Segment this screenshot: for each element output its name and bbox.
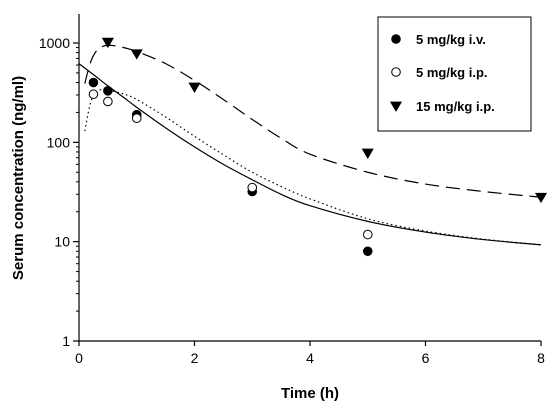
legend-marker-3 — [389, 101, 403, 112]
data-points — [88, 37, 548, 257]
x-tick-label: 0 — [75, 350, 83, 366]
y-minor-ticks — [76, 47, 79, 312]
x-tick-label: 4 — [306, 350, 314, 366]
y-tick-label: 100 — [47, 134, 71, 150]
y-tick-label: 10 — [54, 234, 70, 250]
y-axis-title: Serum concentration (ng/ml) — [10, 76, 27, 280]
y-ticks: 1 10 100 1000 — [39, 35, 79, 349]
x-ticks: 0 2 4 6 8 — [75, 341, 545, 366]
x-tick-label: 8 — [537, 350, 545, 366]
y-tick-label: 1000 — [39, 35, 70, 51]
data-point-series-1 — [362, 246, 373, 257]
data-point-series-2 — [88, 89, 99, 100]
data-point-series-2 — [362, 229, 373, 240]
legend-label-1: 5 mg/kg i.v. — [416, 32, 486, 47]
data-point-series-2 — [131, 113, 142, 123]
data-point-series-3 — [101, 37, 114, 49]
data-point-series-3 — [534, 192, 548, 204]
data-point-series-2 — [247, 182, 258, 193]
data-point-series-3 — [188, 82, 201, 94]
fit-curve-3 — [84, 44, 542, 198]
y-tick-label: 1 — [62, 333, 70, 349]
data-point-series-3 — [130, 49, 143, 60]
x-axis-title: Time (h) — [281, 385, 339, 402]
data-point-series-1 — [103, 86, 113, 96]
legend-marker-1 — [391, 34, 401, 44]
x-tick-label: 2 — [191, 350, 199, 366]
x-tick-label: 6 — [422, 350, 430, 366]
data-point-series-1 — [88, 77, 99, 88]
data-point-series-3 — [361, 148, 374, 159]
legend-label-3: 15 mg/kg i.p. — [416, 99, 495, 114]
legend-label-2: 5 mg/kg i.p. — [416, 65, 488, 80]
fit-curve-2 — [84, 88, 542, 246]
legend: 5 mg/kg i.v. 5 mg/kg i.p. 15 mg/kg i.p. — [377, 16, 532, 132]
legend-box — [377, 16, 532, 132]
data-point-series-2 — [103, 96, 113, 107]
legend-marker-2 — [391, 67, 401, 77]
